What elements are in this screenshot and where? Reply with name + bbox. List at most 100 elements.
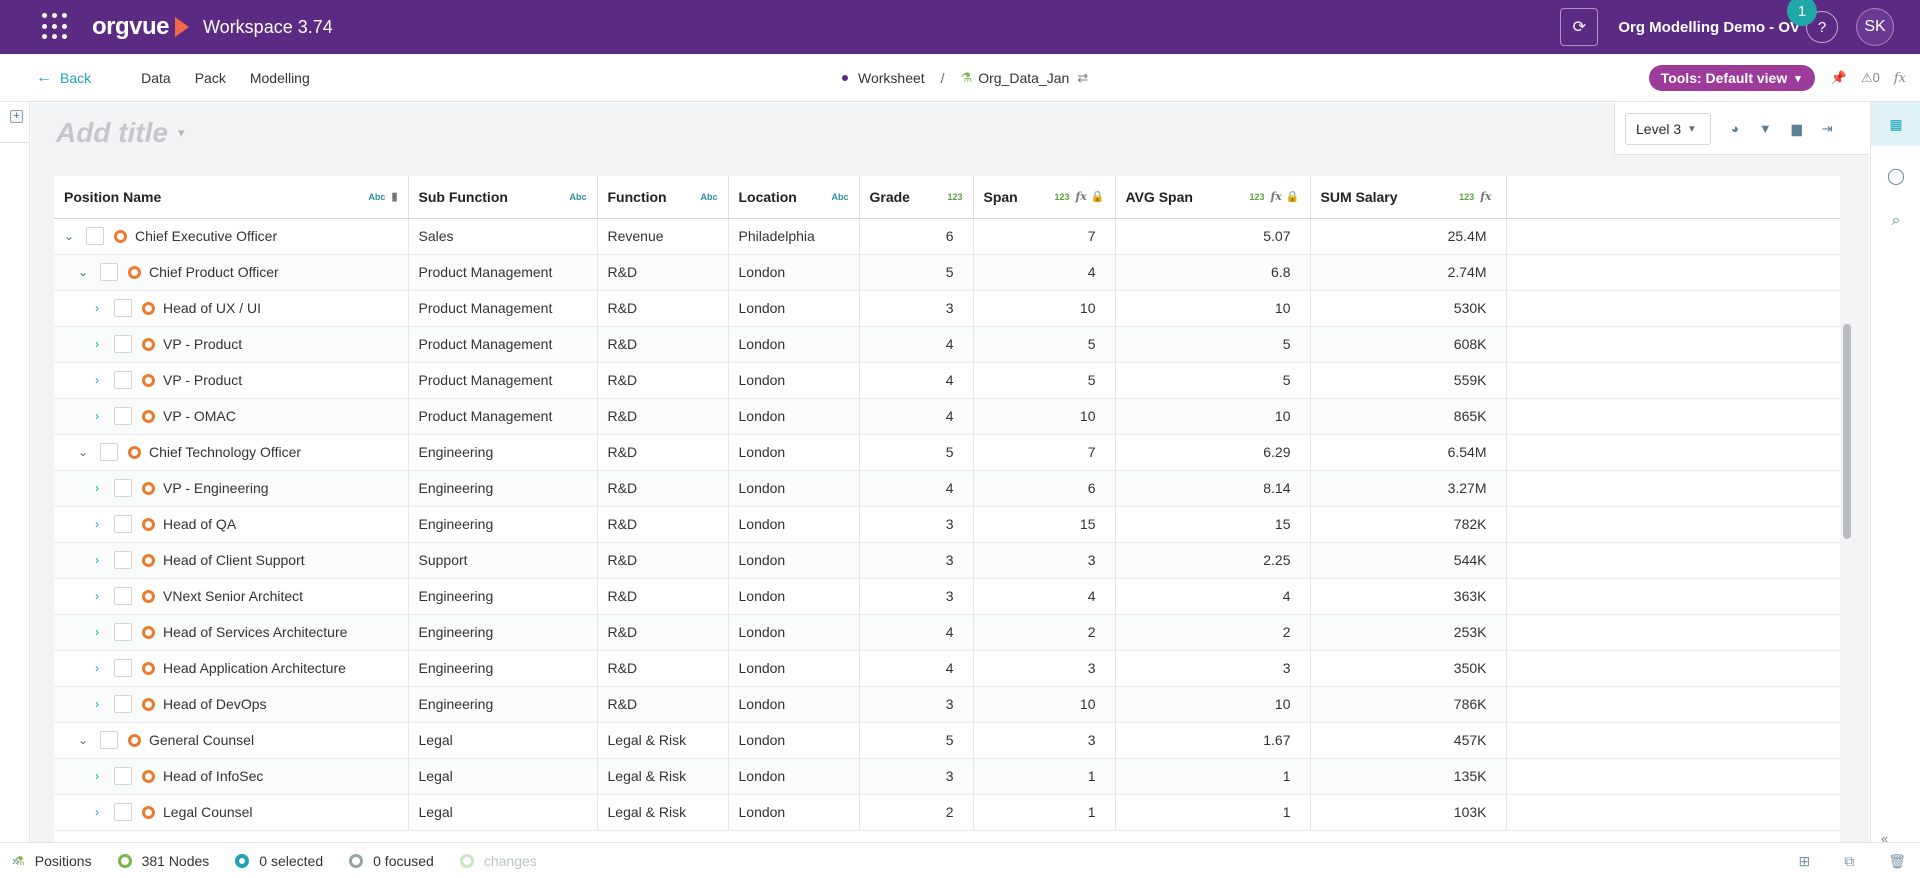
cell-avg-span[interactable]: 1 (1115, 794, 1311, 831)
cell-location[interactable]: London (728, 362, 860, 399)
palette-icon[interactable]: ◕ (1731, 121, 1739, 136)
row-checkbox[interactable] (114, 803, 132, 821)
chevron-right-icon[interactable]: › (95, 481, 99, 495)
col-header-sub-function[interactable]: Sub Function Abc (408, 176, 598, 219)
cell-grade[interactable]: 5 (859, 722, 974, 759)
row-checkbox[interactable] (114, 695, 132, 713)
chevron-right-icon[interactable]: › (95, 769, 99, 783)
cell-avg-span[interactable]: 1 (1115, 758, 1311, 795)
chevron-right-icon[interactable]: › (95, 517, 99, 531)
cell-sum-salary[interactable]: 103K (1310, 794, 1507, 831)
cell-location[interactable]: London (728, 470, 860, 507)
table-row[interactable]: › Head Application Architecture Engineerin… (54, 650, 1854, 687)
cell-sub-function[interactable]: Engineering (408, 506, 598, 543)
row-checkbox[interactable] (100, 443, 118, 461)
chevron-right-icon[interactable]: › (95, 337, 99, 351)
cell-avg-span[interactable]: 5.07 (1115, 218, 1311, 255)
cell-location[interactable]: Philadelphia (728, 218, 860, 255)
table-row[interactable]: ⌄ General Counsel Legal Legal & Risk London 5… (54, 722, 1854, 759)
table-row[interactable]: › Head of InfoSec Legal Legal & Risk London 3… (54, 758, 1854, 795)
cell-avg-span[interactable]: 4 (1115, 578, 1311, 615)
table-row[interactable]: ⌄ Chief Executive Officer Sales Revenue Phil… (54, 218, 1854, 255)
lock-icon[interactable]: 🔒 (1090, 191, 1105, 203)
add-panel-icon[interactable]: + (10, 110, 23, 123)
cell-position-name[interactable]: › VP - Product (54, 326, 409, 363)
cell-sum-salary[interactable]: 135K (1310, 758, 1507, 795)
cell-function[interactable]: R&D (597, 650, 729, 687)
cell-grade[interactable]: 3 (859, 578, 974, 615)
cell-sum-salary[interactable]: 786K (1310, 686, 1507, 723)
cell-sum-salary[interactable]: 350K (1310, 650, 1507, 687)
cell-position-name[interactable]: › Head of InfoSec (54, 758, 409, 795)
cell-location[interactable]: London (728, 326, 860, 363)
chevron-right-icon[interactable]: › (95, 697, 99, 711)
bookmark-icon[interactable]: ▮ (391, 191, 398, 203)
chevron-right-icon[interactable]: › (95, 409, 99, 423)
chevron-right-icon[interactable]: › (95, 661, 99, 675)
cell-sub-function[interactable]: Product Management (408, 398, 598, 435)
cell-position-name[interactable]: › VP - Engineering (54, 470, 409, 507)
node-view-icon[interactable]: ◯ (1887, 168, 1905, 185)
nav-pack[interactable]: Pack (194, 69, 226, 86)
cell-span[interactable]: 6 (973, 470, 1116, 507)
cell-sum-salary[interactable]: 782K (1310, 506, 1507, 543)
table-row[interactable]: › VP - Product Product Management R&D London… (54, 362, 1854, 399)
cell-sub-function[interactable]: Legal (408, 722, 598, 759)
cell-grade[interactable]: 4 (859, 650, 974, 687)
col-header-span[interactable]: Span 123 fx 🔒 (973, 176, 1116, 219)
refresh-button[interactable]: ⟳ (1560, 8, 1599, 46)
table-row[interactable]: › Head of Client Support Support R&D London 3… (54, 542, 1854, 579)
cell-sum-salary[interactable]: 544K (1310, 542, 1507, 579)
status-focused[interactable]: 0 focused (349, 853, 434, 869)
cell-grade[interactable]: 4 (859, 362, 974, 399)
table-row[interactable]: › VP - Engineering Engineering R&D London 4 6 8… (54, 470, 1854, 507)
cell-grade[interactable]: 4 (859, 614, 974, 651)
col-header-grade[interactable]: Grade 123 (859, 176, 974, 219)
cell-function[interactable]: R&D (597, 362, 729, 399)
cell-function[interactable]: R&D (597, 326, 729, 363)
cell-avg-span[interactable]: 2 (1115, 614, 1311, 651)
cell-span[interactable]: 3 (973, 650, 1116, 687)
formula-icon[interactable]: fx (1270, 190, 1282, 203)
chevron-right-icon[interactable]: › (95, 805, 99, 819)
cell-grade[interactable]: 4 (859, 470, 974, 507)
chevron-right-icon[interactable]: › (95, 589, 99, 603)
cell-grade[interactable]: 5 (859, 434, 974, 471)
cell-sub-function[interactable]: Engineering (408, 614, 598, 651)
row-checkbox[interactable] (114, 767, 132, 785)
row-checkbox[interactable] (114, 335, 132, 353)
cell-span[interactable]: 2 (973, 614, 1116, 651)
table-row[interactable]: › Head of DevOps Engineering R&D London 3 10 10… (54, 686, 1854, 723)
table-row[interactable]: › Head of QA Engineering R&D London 3 15 15 782K (54, 506, 1854, 543)
row-checkbox[interactable] (100, 731, 118, 749)
cell-span[interactable]: 4 (973, 254, 1116, 291)
row-checkbox[interactable] (86, 227, 104, 245)
table-row[interactable]: › Head of Services Architecture Engineerin… (54, 614, 1854, 651)
cell-function[interactable]: R&D (597, 470, 729, 507)
cell-position-name[interactable]: ⌄ Chief Executive Officer (54, 218, 409, 255)
row-checkbox[interactable] (114, 299, 132, 317)
cell-sum-salary[interactable]: 559K (1310, 362, 1507, 399)
table-row[interactable]: › VP - OMAC Product Management R&D London 4 10… (54, 398, 1854, 435)
cell-sum-salary[interactable]: 363K (1310, 578, 1507, 615)
cell-grade[interactable]: 3 (859, 506, 974, 543)
cell-sub-function[interactable]: Legal (408, 794, 598, 831)
cell-grade[interactable]: 6 (859, 218, 974, 255)
col-header-sum-salary[interactable]: SUM Salary 123 fx (1310, 176, 1507, 219)
cell-position-name[interactable]: › VNext Senior Architect (54, 578, 409, 615)
filter-icon[interactable]: ▼ (1758, 121, 1772, 136)
cell-position-name[interactable]: › Head of UX / UI (54, 290, 409, 327)
row-checkbox[interactable] (114, 587, 132, 605)
chevron-right-icon[interactable]: › (95, 301, 99, 315)
chevron-down-icon[interactable]: ⌄ (77, 733, 89, 747)
cell-function[interactable]: R&D (597, 578, 729, 615)
cell-function[interactable]: R&D (597, 686, 729, 723)
cell-sum-salary[interactable]: 25.4M (1310, 218, 1507, 255)
cell-sub-function[interactable]: Sales (408, 218, 598, 255)
table-row[interactable]: ⌄ Chief Technology Officer Engineering R&D L… (54, 434, 1854, 471)
cell-position-name[interactable]: ⌄ Chief Technology Officer (54, 434, 409, 471)
status-nodes[interactable]: 381 Nodes (117, 853, 209, 869)
scrollbar-thumb[interactable] (1843, 324, 1851, 539)
export-icon[interactable]: ⇥ (1821, 120, 1833, 136)
cell-function[interactable]: R&D (597, 254, 729, 291)
